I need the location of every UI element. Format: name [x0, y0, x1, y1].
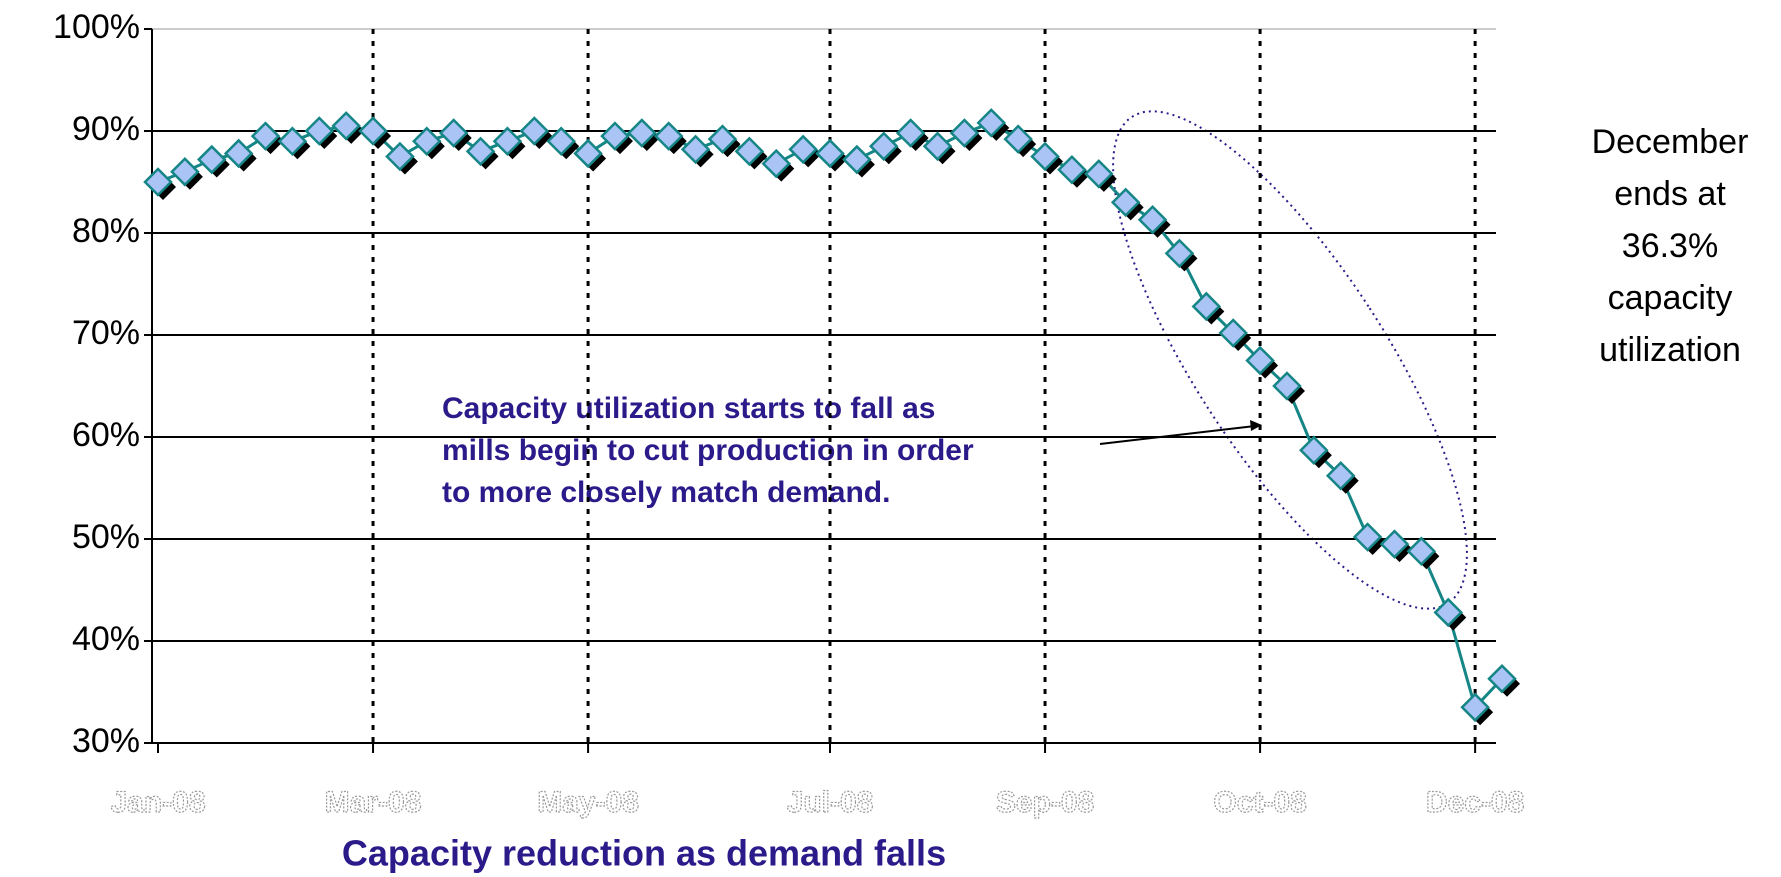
- marker: [1433, 597, 1464, 628]
- y-tick-label: 100%: [53, 8, 140, 46]
- marker: [1379, 529, 1410, 559]
- marker: [1057, 154, 1087, 185]
- y-tick-label: 80%: [72, 212, 140, 250]
- annotation-arrow: [1099, 425, 1256, 445]
- x-tick-label: Jul-08: [787, 786, 874, 819]
- annotation: Capacity utilization starts to fall as mi…: [442, 392, 974, 509]
- note-line: December: [1592, 123, 1749, 161]
- note-line: ends at: [1614, 175, 1726, 213]
- marker: [1084, 159, 1114, 189]
- marker: [1110, 187, 1141, 218]
- marker: [788, 134, 818, 165]
- annotation-line: Capacity utilization starts to fall as: [442, 392, 935, 425]
- marker: [1030, 141, 1060, 172]
- marker: [492, 126, 523, 156]
- marker: [1325, 460, 1356, 491]
- marker: [438, 118, 469, 148]
- y-tick-label: 50%: [72, 518, 140, 556]
- marker: [519, 116, 550, 146]
- marker: [734, 136, 765, 167]
- y-tick-label: 40%: [72, 620, 140, 658]
- marker: [1272, 371, 1302, 401]
- x-tick-label: Oct-08: [1213, 786, 1306, 819]
- marker: [922, 131, 953, 162]
- note-line: capacity: [1608, 279, 1733, 317]
- note-line: utilization: [1599, 331, 1741, 369]
- marker: [385, 141, 415, 172]
- marker: [1164, 238, 1195, 269]
- marker: [1137, 204, 1168, 235]
- marker: [1299, 435, 1329, 466]
- x-tick-label: May-08: [537, 786, 639, 819]
- marker: [546, 126, 576, 156]
- marker: [250, 121, 281, 151]
- marker: [1218, 318, 1248, 348]
- marker: [1487, 663, 1517, 694]
- arrow-head: [1250, 420, 1262, 431]
- x-tick-label: Sep-08: [996, 786, 1094, 819]
- annotation-line: to more closely match demand.: [442, 476, 890, 509]
- x-tick-label: Jan-08: [110, 786, 205, 819]
- marker: [842, 144, 872, 175]
- y-tick-label: 60%: [72, 416, 140, 454]
- marker: [815, 138, 845, 169]
- marker: [680, 134, 711, 165]
- marker: [949, 118, 980, 148]
- y-tick-label: 30%: [72, 722, 140, 760]
- marker: [895, 118, 926, 148]
- marker: [465, 136, 496, 167]
- marker: [277, 126, 308, 156]
- marker: [573, 138, 603, 169]
- marker: [1003, 124, 1033, 154]
- annotation-line: mills begin to cut production in order: [442, 434, 974, 467]
- y-tick-label: 70%: [72, 314, 140, 352]
- marker: [412, 126, 442, 156]
- marker: [1406, 536, 1437, 567]
- marker: [1245, 345, 1275, 376]
- note: December ends at 36.3% capacity utilization: [1592, 123, 1749, 369]
- marker: [761, 148, 792, 179]
- marker: [976, 108, 1007, 138]
- marker: [707, 124, 738, 154]
- marker: [170, 157, 200, 187]
- marker: [196, 144, 227, 175]
- marker: [143, 167, 173, 197]
- marker: [868, 131, 899, 162]
- marker: [1352, 522, 1383, 552]
- note-line: 36.3%: [1622, 227, 1718, 265]
- marker: [627, 118, 657, 148]
- marker: [653, 121, 684, 151]
- highlight-ellipse: [1112, 110, 1468, 610]
- x-tick-label: Mar-08: [325, 786, 422, 819]
- marker: [1191, 291, 1222, 322]
- marker: [358, 116, 388, 146]
- marker: [223, 138, 254, 169]
- marker: [1460, 692, 1490, 723]
- chart-title: Capacity reduction as demand falls: [342, 833, 946, 874]
- marker: [304, 116, 335, 146]
- x-tick-label: Dec-08: [1426, 786, 1524, 819]
- marker: [600, 121, 630, 151]
- y-tick-label: 90%: [72, 110, 140, 148]
- marker: [331, 111, 361, 141]
